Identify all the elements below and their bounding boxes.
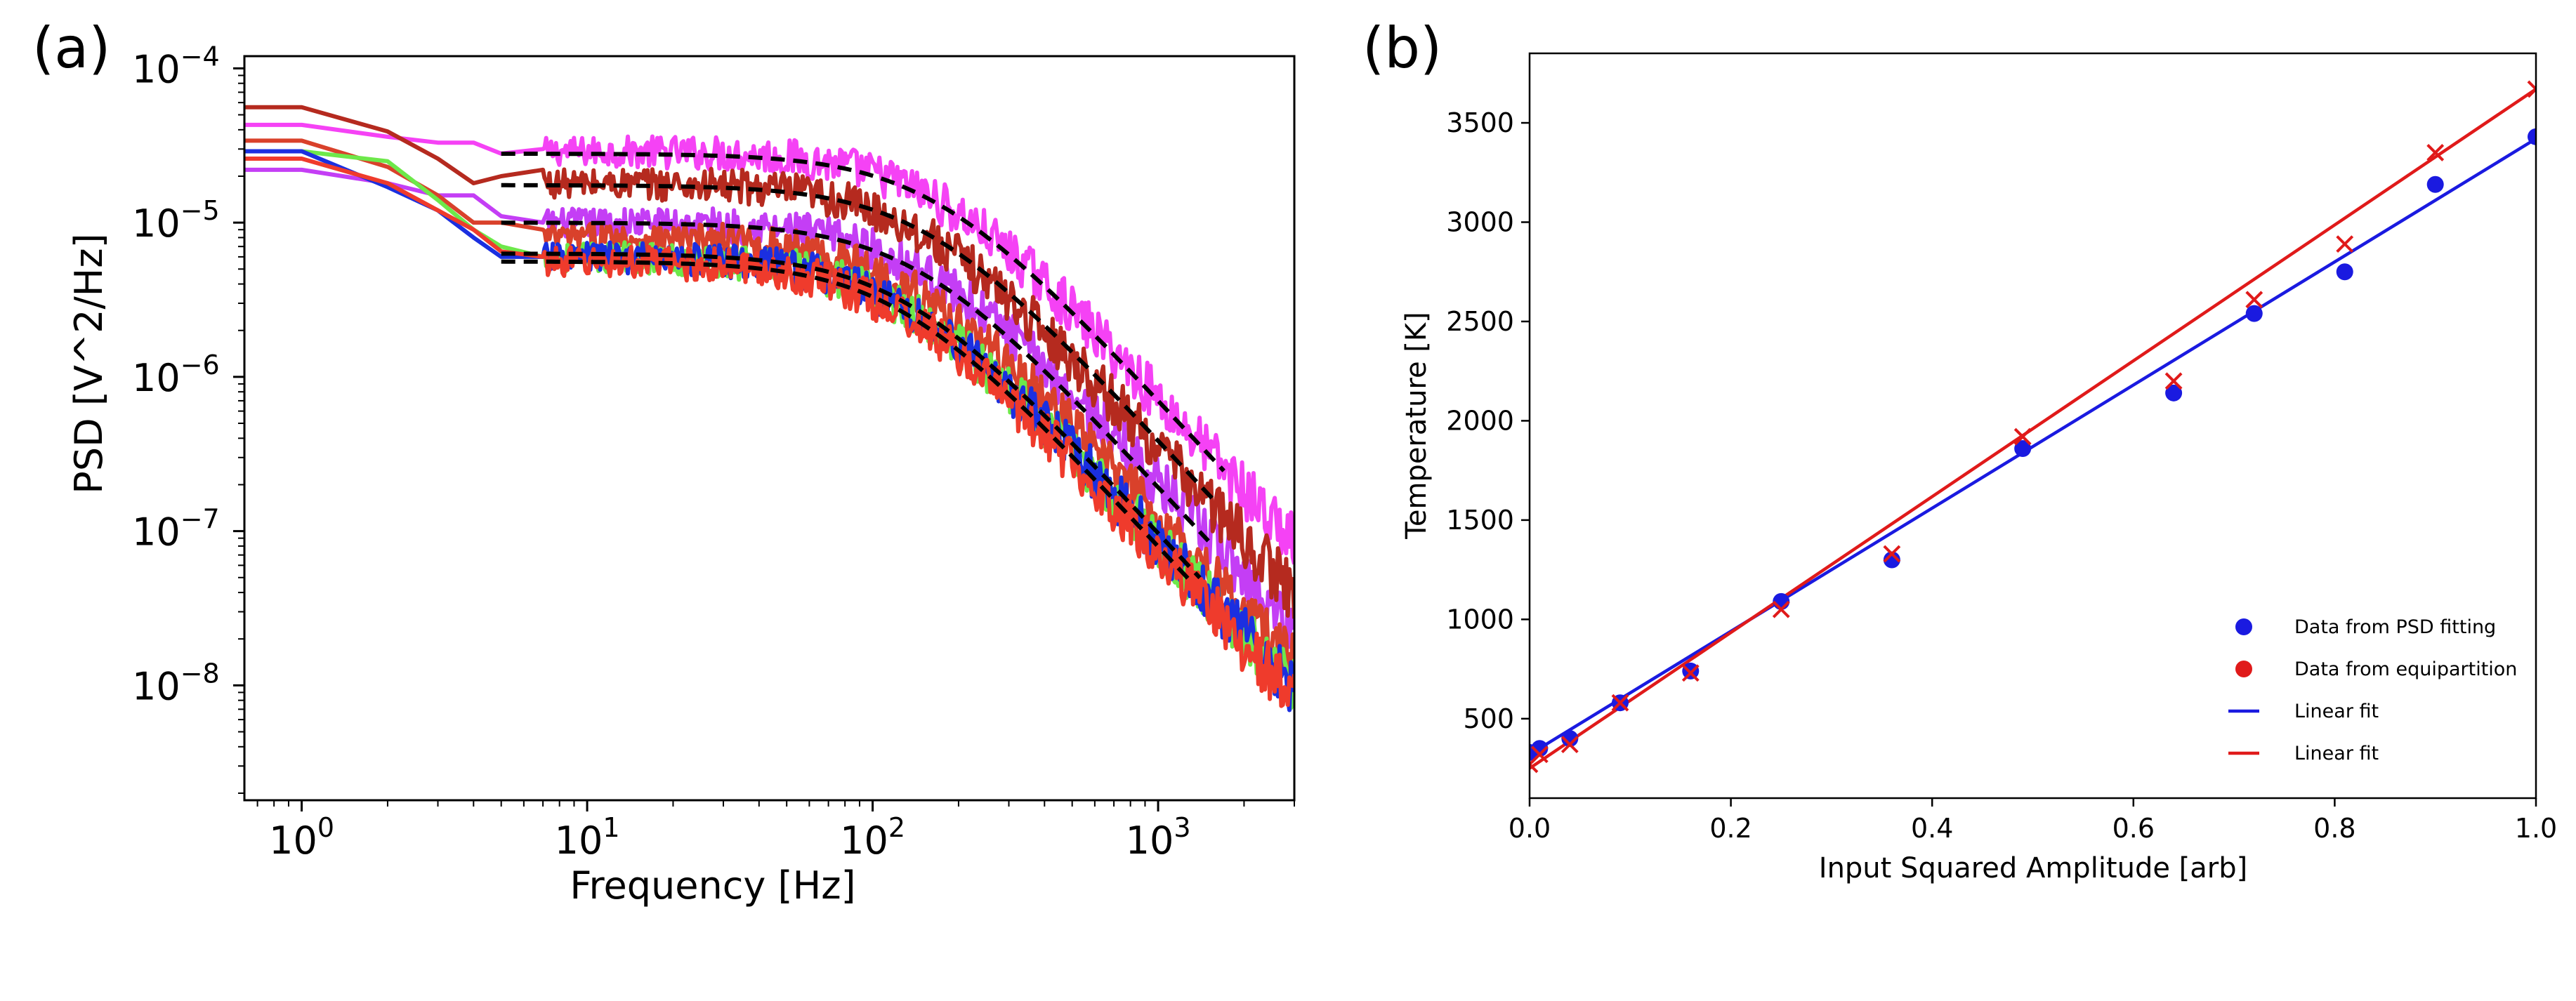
- x-tick-label: 100: [269, 812, 334, 863]
- legend-marker: [2235, 661, 2252, 677]
- x-tick-label: 1.0: [2515, 813, 2557, 844]
- legend-label: Linear fit: [2294, 701, 2379, 722]
- legend-entry: Linear fit: [2228, 743, 2379, 764]
- panel-b-y-axis-label: Temperature [K]: [1400, 312, 1433, 540]
- panel-b-label: (b): [1362, 15, 1442, 81]
- panel-a: (a) 100 101 102 103 10−8 10−7 10−6 10−5 10−4 Fre…: [32, 15, 1296, 908]
- panel-a-x-axis-label: Frequency [Hz]: [570, 863, 855, 908]
- panel-a-label: (a): [32, 15, 110, 81]
- equipartition-point: [1611, 694, 1629, 712]
- equipartition-point: [2336, 235, 2354, 253]
- equipartition-point: [2426, 144, 2445, 161]
- linear-fit-line: [1530, 137, 2536, 756]
- equipartition-point: [1530, 745, 1549, 764]
- psd-series-line: [244, 105, 1294, 619]
- y-tick-label: 3500: [1446, 107, 1514, 138]
- y-tick-label: 10−6: [132, 350, 220, 400]
- legend-marker: [2235, 618, 2252, 635]
- psd-fitting-point: [2014, 440, 2032, 458]
- x-tick-label: 103: [1126, 812, 1191, 863]
- psd-fitting-point: [2528, 128, 2536, 145]
- x-tick-label: 0.0: [1509, 813, 1551, 844]
- y-tick-label: 500: [1463, 703, 1514, 734]
- psd-fitting-point: [1531, 740, 1549, 757]
- x-tick-label: 0.6: [2112, 813, 2155, 844]
- legend-entry: Data from equipartition: [2235, 658, 2517, 680]
- y-tick-label: 10−8: [132, 658, 220, 708]
- x-tick-label: 0.4: [1911, 813, 1953, 844]
- legend-label: Data from equipartition: [2294, 658, 2517, 680]
- psd-series-line: [244, 167, 1294, 649]
- psd-fit-line: [501, 259, 1192, 583]
- equipartition-point: [1681, 664, 1700, 682]
- x-tick-label: 102: [840, 812, 905, 863]
- psd-fitting-point: [1561, 730, 1579, 748]
- psd-fitting-point: [2245, 305, 2263, 322]
- equipartition-point: [2013, 427, 2032, 446]
- legend-label: Linear fit: [2294, 743, 2379, 764]
- equipartition-point: [1883, 545, 1901, 563]
- psd-fit-line: [501, 251, 1202, 580]
- y-tick-label: 10−4: [132, 41, 220, 91]
- y-tick-label: 3000: [1446, 206, 1514, 237]
- temperature-points-group: [1530, 80, 2536, 774]
- panel-b: (b) 0.0 0.2 0.4 0.6 0.8 1.0 500 1000 1500 2000 250…: [1362, 15, 2557, 884]
- y-tick-label: 2500: [1446, 306, 1514, 337]
- psd-fitting-point: [2426, 175, 2444, 193]
- y-tick-label: 1000: [1446, 604, 1514, 635]
- psd-fitting-point: [1883, 551, 1900, 569]
- psd-fitting-point: [1773, 592, 1790, 610]
- legend-entry: Linear fit: [2228, 701, 2379, 722]
- x-tick-label: 0.8: [2313, 813, 2355, 844]
- psd-fitting-point: [2165, 384, 2183, 402]
- psd-series-line: [244, 138, 1294, 684]
- equipartition-point: [2527, 80, 2536, 98]
- y-tick-label: 10−5: [132, 195, 220, 246]
- x-tick-label: 101: [555, 812, 620, 863]
- psd-fit-line: [501, 183, 1218, 505]
- panel-a-y-axis-label: PSD [V^2/Hz]: [67, 233, 111, 493]
- panel-a-frame: [243, 55, 1296, 802]
- y-tick-label: 10−7: [132, 504, 220, 555]
- psd-fit-line: [501, 220, 1210, 543]
- panel-b-frame: [1528, 52, 2537, 800]
- legend-label: Data from PSD fitting: [2294, 616, 2496, 638]
- psd-fit-line: [501, 152, 1225, 472]
- psd-series-line: [244, 122, 1294, 565]
- y-tick-label: 1500: [1446, 505, 1514, 536]
- equipartition-point: [2245, 291, 2263, 309]
- temperature-fit-group: [1530, 88, 2536, 770]
- x-tick-label: 0.2: [1709, 813, 1752, 844]
- panel-b-legend: Data from PSD fitting Data from equiparti…: [2228, 616, 2517, 764]
- psd-fit-group: [501, 152, 1225, 583]
- linear-fit-line: [1530, 88, 2536, 770]
- psd-fitting-point: [2336, 263, 2353, 281]
- panel-b-ticks: 0.0 0.2 0.4 0.6 0.8 1.0 500 1000 1500 2000 2500 300…: [1446, 107, 2557, 844]
- equipartition-point: [1772, 600, 1790, 618]
- panel-b-x-axis-label: Input Squared Amplitude [arb]: [1819, 852, 2247, 884]
- psd-series-group: [244, 105, 1294, 712]
- y-tick-label: 2000: [1446, 405, 1514, 436]
- legend-entry: Data from PSD fitting: [2235, 616, 2496, 638]
- equipartition-point: [2164, 372, 2183, 390]
- equipartition-point: [1560, 736, 1579, 754]
- psd-fitting-point: [1682, 662, 1700, 680]
